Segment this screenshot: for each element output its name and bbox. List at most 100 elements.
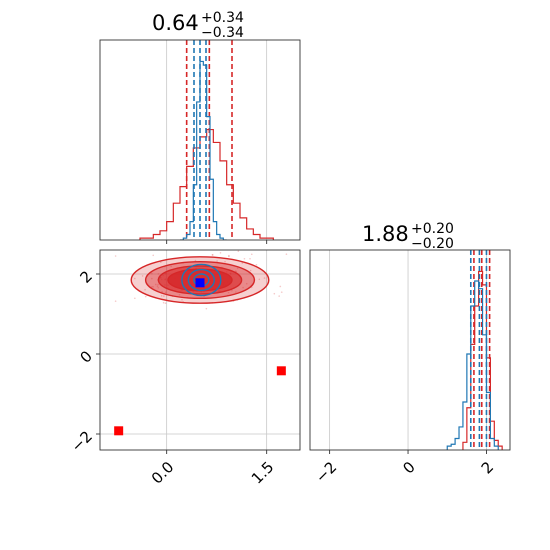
joint-scatter-point (228, 255, 230, 258)
joint-xtick-label: 1.5 (248, 458, 278, 488)
joint-scatter-point (154, 283, 157, 286)
joint-scatter-point (245, 282, 248, 285)
joint-scatter-point (134, 277, 136, 280)
joint-ytick-label: 0 (77, 347, 96, 366)
joint-xtick-label: 0.0 (148, 458, 178, 488)
joint-scatter-point (237, 250, 240, 253)
joint-scatter-point (234, 270, 237, 272)
joint-scatter-point (162, 301, 165, 304)
marginal-param2-xtick-label: 2 (478, 458, 497, 477)
joint-marker (276, 366, 286, 376)
joint-scatter-point (152, 254, 155, 257)
marginal-param2-xtick-label: 0 (399, 458, 418, 477)
joint-scatter-point (212, 254, 214, 256)
marginal-param2-title-plus: +0.20 (411, 221, 454, 237)
joint-contour-series-1 (181, 263, 222, 297)
marginal-param1-panel: 0.64 +0.34 −0.34 (99, 10, 301, 244)
joint-scatter-point (241, 262, 244, 264)
joint-scatter-point (219, 252, 222, 254)
joint-scatter-point (216, 260, 218, 262)
joint-scatter-point (249, 269, 252, 272)
marginal-param1-title-plus: +0.34 (201, 10, 244, 26)
joint-scatter-point (164, 291, 167, 294)
marginal-param2-ticks: −2 0 2 (312, 450, 497, 486)
joint-scatter-point (152, 285, 154, 288)
joint-scatter-point (161, 290, 163, 293)
marginal-param2-panel: −2 0 2 1.88 +0.20 −0.20 (309, 221, 511, 486)
joint-scatter-point (273, 292, 276, 295)
joint-markers (114, 278, 286, 436)
marginal-param1-hist-series-0 (139, 128, 274, 240)
marginal-param2-series (446, 250, 503, 450)
joint-scatter-point (181, 298, 183, 301)
joint-scatter-point (211, 254, 214, 256)
marginal-param2-hist-series-1 (446, 280, 499, 450)
joint-scatter-point (278, 295, 280, 297)
joint-scatter-point (303, 300, 305, 302)
joint-scatter-point (178, 293, 181, 296)
joint-scatter-point (157, 283, 159, 286)
joint-scatter-point (255, 263, 258, 266)
marginal-param1-title-minus: −0.34 (201, 25, 244, 41)
joint-scatter-point (224, 260, 226, 263)
joint-scatter-point (114, 300, 117, 302)
joint-marker (195, 278, 205, 288)
marginal-param1-series (139, 40, 274, 240)
joint-scatter-point (242, 286, 244, 289)
marginal-param1-title-value: 0.64 (152, 11, 199, 35)
joint-scatter-point (151, 285, 153, 288)
marginal-param1-hist-series-1 (180, 60, 227, 240)
joint-scatter-point (235, 291, 237, 293)
joint-scatter-point (157, 273, 160, 275)
marginal-param2-title-value: 1.88 (362, 222, 409, 246)
joint-scatter-point (249, 257, 251, 260)
joint-scatter-point (176, 233, 178, 235)
joint-scatter-point (236, 267, 239, 270)
joint-scatter-point (134, 297, 136, 300)
marginal-param1-grid (166, 40, 268, 240)
joint-scatter-point (144, 288, 146, 291)
marginal-param2-title-minus: −0.20 (411, 236, 454, 252)
joint-scatter-point (151, 272, 153, 275)
joint-scatter-point (250, 253, 253, 256)
joint-contour-series-1 (187, 268, 216, 292)
joint-scatter-point (205, 307, 208, 310)
marginal-param1-frame (99, 39, 301, 241)
joint-scatter-point (163, 295, 165, 297)
marginal-param2-xtick-label: −2 (312, 458, 340, 486)
joint-scatter-point (258, 278, 261, 281)
joint-scatter-point (280, 291, 283, 293)
joint-scatter-point (157, 286, 160, 289)
joint-scatter-point (141, 275, 144, 277)
joint-scatter-point (279, 285, 282, 288)
marginal-param1-ticks (166, 240, 268, 244)
joint-panel: −2 0 2 0.0 1.5 (68, 233, 376, 488)
joint-scatter-point (231, 289, 233, 292)
joint-scatter-point (144, 295, 147, 298)
joint-scatter-point (227, 291, 230, 294)
joint-scatter-point (159, 261, 162, 263)
joint-frame (99, 249, 301, 451)
joint-ytick-label: 2 (77, 267, 96, 286)
joint-scatter-point (374, 274, 376, 276)
joint-scatter-point (151, 277, 153, 280)
marginal-param2-title: 1.88 (362, 222, 409, 246)
joint-scatter-point (277, 248, 279, 250)
joint-scatter-point (301, 278, 303, 280)
joint-scatter-point (285, 253, 288, 255)
joint-scatter-point (263, 277, 266, 279)
joint-scatter-point (114, 255, 117, 257)
joint-marker (114, 426, 124, 436)
joint-scatter-point (237, 248, 239, 250)
joint-scatter-point (164, 302, 167, 304)
marginal-param2-frame (309, 249, 511, 451)
joint-scatter-point (194, 259, 197, 262)
joint-scatter-point (156, 285, 159, 287)
joint-scatter-point (160, 295, 163, 297)
joint-scatter-point (243, 257, 246, 260)
marginal-param1-title: 0.64 (152, 11, 199, 35)
joint-scatter-point (228, 254, 230, 257)
joint-scatter-point (170, 265, 172, 268)
joint-ytick-label: −2 (68, 427, 96, 455)
